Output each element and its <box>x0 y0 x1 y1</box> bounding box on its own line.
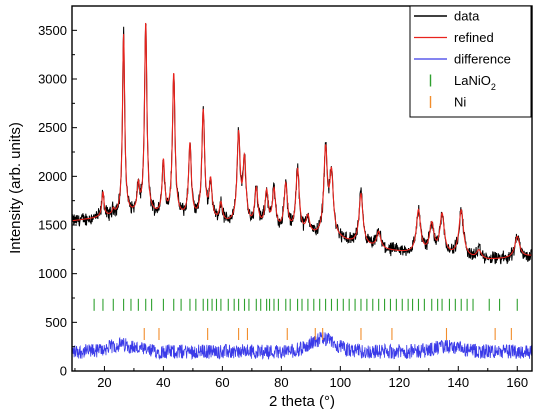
x-tick-label: 40 <box>156 375 170 390</box>
y-tick-label: 3500 <box>38 23 67 38</box>
x-tick-label: 160 <box>506 375 528 390</box>
legend-label: LaNiO2 <box>454 73 496 92</box>
series-refined <box>72 22 532 260</box>
x-tick-label: 20 <box>97 375 111 390</box>
x-tick-label: 120 <box>388 375 410 390</box>
x-tick-label: 140 <box>447 375 469 390</box>
y-axis-title: Intensity (arb. units) <box>7 122 24 254</box>
legend-label: refined <box>454 30 494 45</box>
y-tick-label: 1000 <box>38 266 67 281</box>
plot-frame <box>71 5 533 372</box>
y-tick-label: 2000 <box>38 169 67 184</box>
y-tick-label: 3000 <box>38 72 67 87</box>
legend-label: data <box>454 9 480 24</box>
series-difference <box>72 331 532 360</box>
y-tick-label: 2500 <box>38 120 67 135</box>
legend-label: Ni <box>454 95 466 110</box>
y-tick-label: 500 <box>45 315 67 330</box>
x-axis-title: 2 theta (°) <box>269 393 335 410</box>
x-tick-label: 60 <box>215 375 229 390</box>
x-tick-label: 80 <box>274 375 288 390</box>
legend-label: difference <box>454 52 511 67</box>
x-tick-label: 100 <box>329 375 351 390</box>
y-tick-label: 0 <box>60 364 67 379</box>
legend: data refined difference LaNiO2 Ni <box>409 5 532 118</box>
y-tick-label: 1500 <box>38 218 67 233</box>
